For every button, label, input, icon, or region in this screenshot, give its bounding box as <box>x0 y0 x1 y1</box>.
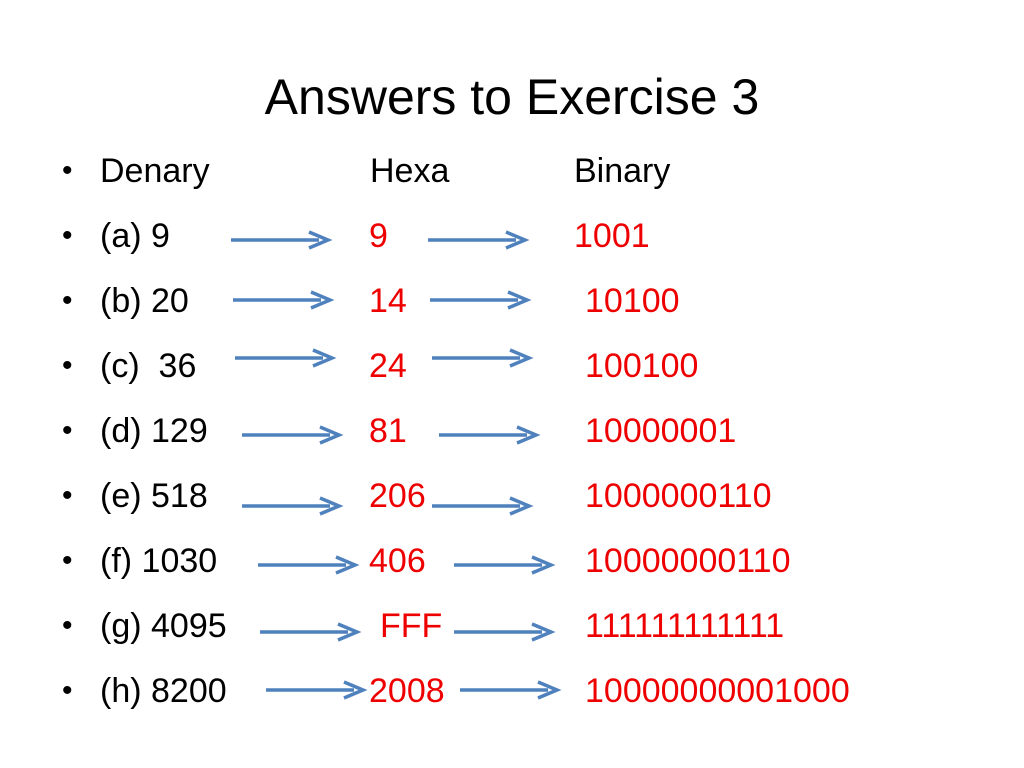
hexa-value: 81 <box>369 412 407 450</box>
answer-row-g: • (g) 4095 FFF 111111111111 <box>0 601 1024 651</box>
answer-row-c: • (c) 36 24 100100 <box>0 341 1024 391</box>
right-arrow-icon <box>432 496 534 516</box>
hexa-value: 14 <box>369 282 407 320</box>
binary-value: 10000000110 <box>585 542 791 580</box>
answer-row-h: • (h) 8200 2008 10000000001000 <box>0 666 1024 716</box>
bullet: • <box>62 414 73 447</box>
hexa-value: 24 <box>369 347 407 385</box>
binary-value: 10000001 <box>585 412 737 450</box>
denary-value: (c) 36 <box>100 347 197 385</box>
right-arrow-icon <box>233 290 335 310</box>
right-arrow-icon <box>231 230 333 250</box>
denary-value: (a) 9 <box>100 217 170 255</box>
binary-value: 1000000110 <box>585 477 772 515</box>
right-arrow-icon <box>454 622 556 642</box>
right-arrow-icon <box>242 425 344 445</box>
right-arrow-icon <box>258 555 360 575</box>
bullet: • <box>62 609 73 642</box>
binary-value: 111111111111 <box>585 607 785 645</box>
binary-value: 10000000001000 <box>585 672 850 710</box>
answer-row-d: • (d) 129 81 10000001 <box>0 406 1024 456</box>
answer-row-e: • (e) 518 206 1000000110 <box>0 471 1024 521</box>
right-arrow-icon <box>432 348 534 368</box>
right-arrow-icon <box>260 622 362 642</box>
denary-value: (g) 4095 <box>100 607 227 645</box>
binary-value: 10100 <box>585 282 680 320</box>
right-arrow-icon <box>454 555 556 575</box>
hexa-value: 206 <box>369 477 426 515</box>
right-arrow-icon <box>430 290 532 310</box>
denary-header: Denary <box>100 152 210 190</box>
right-arrow-icon <box>460 680 562 700</box>
denary-value: (e) 518 <box>100 477 208 515</box>
right-arrow-icon <box>242 496 344 516</box>
slide-title: Answers to Exercise 3 <box>264 69 760 125</box>
binary-value: 1001 <box>574 217 650 255</box>
bullet: • <box>62 284 73 317</box>
bullet: • <box>62 544 73 577</box>
binary-value: 100100 <box>585 347 699 385</box>
answer-row-b: • (b) 20 14 10100 <box>0 276 1024 326</box>
header-row: • Denary Hexa Binary <box>0 146 1024 196</box>
answer-row-a: • (a) 9 9 1001 <box>0 211 1024 261</box>
hexa-value: 406 <box>369 542 426 580</box>
answer-row-f: • (f) 1030 406 10000000110 <box>0 536 1024 586</box>
denary-value: (h) 8200 <box>100 672 227 710</box>
hexa-header: Hexa <box>370 152 450 190</box>
denary-value: (f) 1030 <box>100 542 218 580</box>
bullet: • <box>62 349 73 382</box>
right-arrow-icon <box>428 230 530 250</box>
right-arrow-icon <box>235 348 337 368</box>
bullet: • <box>62 479 73 512</box>
right-arrow-icon <box>439 425 541 445</box>
hexa-value: 9 <box>369 217 388 255</box>
right-arrow-icon <box>266 680 368 700</box>
denary-value: (b) 20 <box>100 282 189 320</box>
bullet: • <box>62 154 73 187</box>
denary-value: (d) 129 <box>100 412 208 450</box>
bullet: • <box>62 674 73 707</box>
binary-header: Binary <box>574 152 671 190</box>
bullet: • <box>62 219 73 252</box>
hexa-value: FFF <box>380 607 443 645</box>
hexa-value: 2008 <box>369 672 445 710</box>
